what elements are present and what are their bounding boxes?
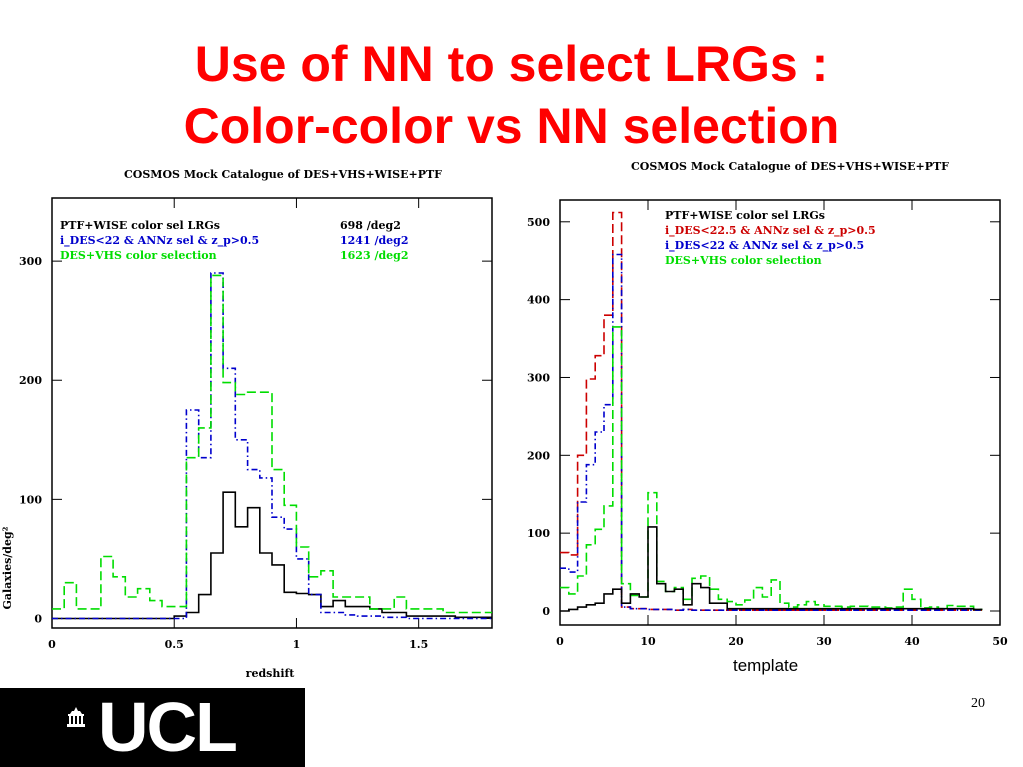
legend-annz-label: i_DES<22 & ANNz sel & z_p>0.5 (60, 234, 259, 248)
x-tick-label: 0.5 (165, 638, 184, 651)
series-line-2 (52, 274, 492, 614)
x-tick-label: 30 (816, 635, 832, 648)
page-number: 20 (971, 696, 985, 711)
x-tick-label: 20 (728, 635, 744, 648)
y-tick-label: 100 (527, 527, 550, 540)
plot-frame (51, 197, 493, 629)
chart-title: COSMOS Mock Catalogue of DES+VHS+WISE+PT… (124, 168, 442, 181)
x-tick-label: 1.5 (409, 638, 428, 651)
legend-annz-22p5-label: i_DES<22.5 & ANNz sel & z_p>0.5 (665, 224, 876, 238)
y-tick-label: 200 (527, 449, 550, 462)
legend-des-vhs-label: DES+VHS color selection (665, 254, 822, 267)
y-tick-label: 400 (527, 294, 550, 307)
series-line-1 (52, 272, 492, 620)
x-tick-label: 0 (556, 635, 564, 648)
y-tick-label: 100 (19, 493, 42, 506)
legend-ptf-wise-label: PTF+WISE color sel LRGs (60, 219, 220, 232)
legend-des-vhs-label: DES+VHS color selection (60, 249, 217, 262)
x-tick-label: 0 (48, 638, 56, 651)
legend-ptf-wise-label: PTF+WISE color sel LRGs (665, 209, 825, 222)
y-tick-label: 0 (542, 605, 550, 618)
ucl-logo-text: UCL (98, 688, 238, 766)
plot-area: 0 0.5 1 1.5 0 100 200 300 (19, 197, 493, 651)
series-line-0 (52, 491, 492, 620)
template-axis-label: template (733, 656, 799, 675)
x-tick-label: 1 (293, 638, 301, 651)
ucl-logo: UCL (0, 688, 305, 767)
legend-annz-density: 1241 /deg2 (340, 234, 409, 247)
series-line-3 (560, 526, 983, 612)
x-tick-label: 50 (992, 635, 1008, 648)
y-tick-label: 0 (34, 612, 42, 625)
y-axis-label: Galaxies/deg² (1, 526, 14, 609)
plot-frame (559, 199, 1001, 626)
series-line-2 (560, 326, 983, 611)
y-tick-label: 500 (527, 216, 550, 229)
legend-des-vhs-density: 1623 /deg2 (340, 249, 409, 262)
portico-icon (67, 707, 85, 727)
y-tick-label: 300 (19, 255, 42, 268)
x-tick-label: 10 (640, 635, 656, 648)
slide-title-line-2: Color-color vs NN selection (183, 98, 840, 154)
x-tick-label: 40 (904, 635, 920, 648)
x-axis-label: redshift (246, 667, 296, 680)
series-line-1 (560, 253, 983, 611)
legend-annz-22-label: i_DES<22 & ANNz sel & z_p>0.5 (665, 239, 864, 253)
y-tick-label: 300 (527, 371, 550, 384)
series-line-0 (560, 211, 983, 611)
redshift-histogram-chart: 0 0.5 1 1.5 0 100 200 300 COSMOS Mock Catalogue… (1, 168, 493, 680)
y-tick-label: 200 (19, 374, 42, 387)
slide-title-line-1: Use of NN to select LRGs : (194, 36, 829, 92)
legend-ptf-wise-density: 698 /deg2 (340, 219, 401, 232)
chart-title: COSMOS Mock Catalogue of DES+VHS+WISE+PT… (631, 160, 949, 173)
